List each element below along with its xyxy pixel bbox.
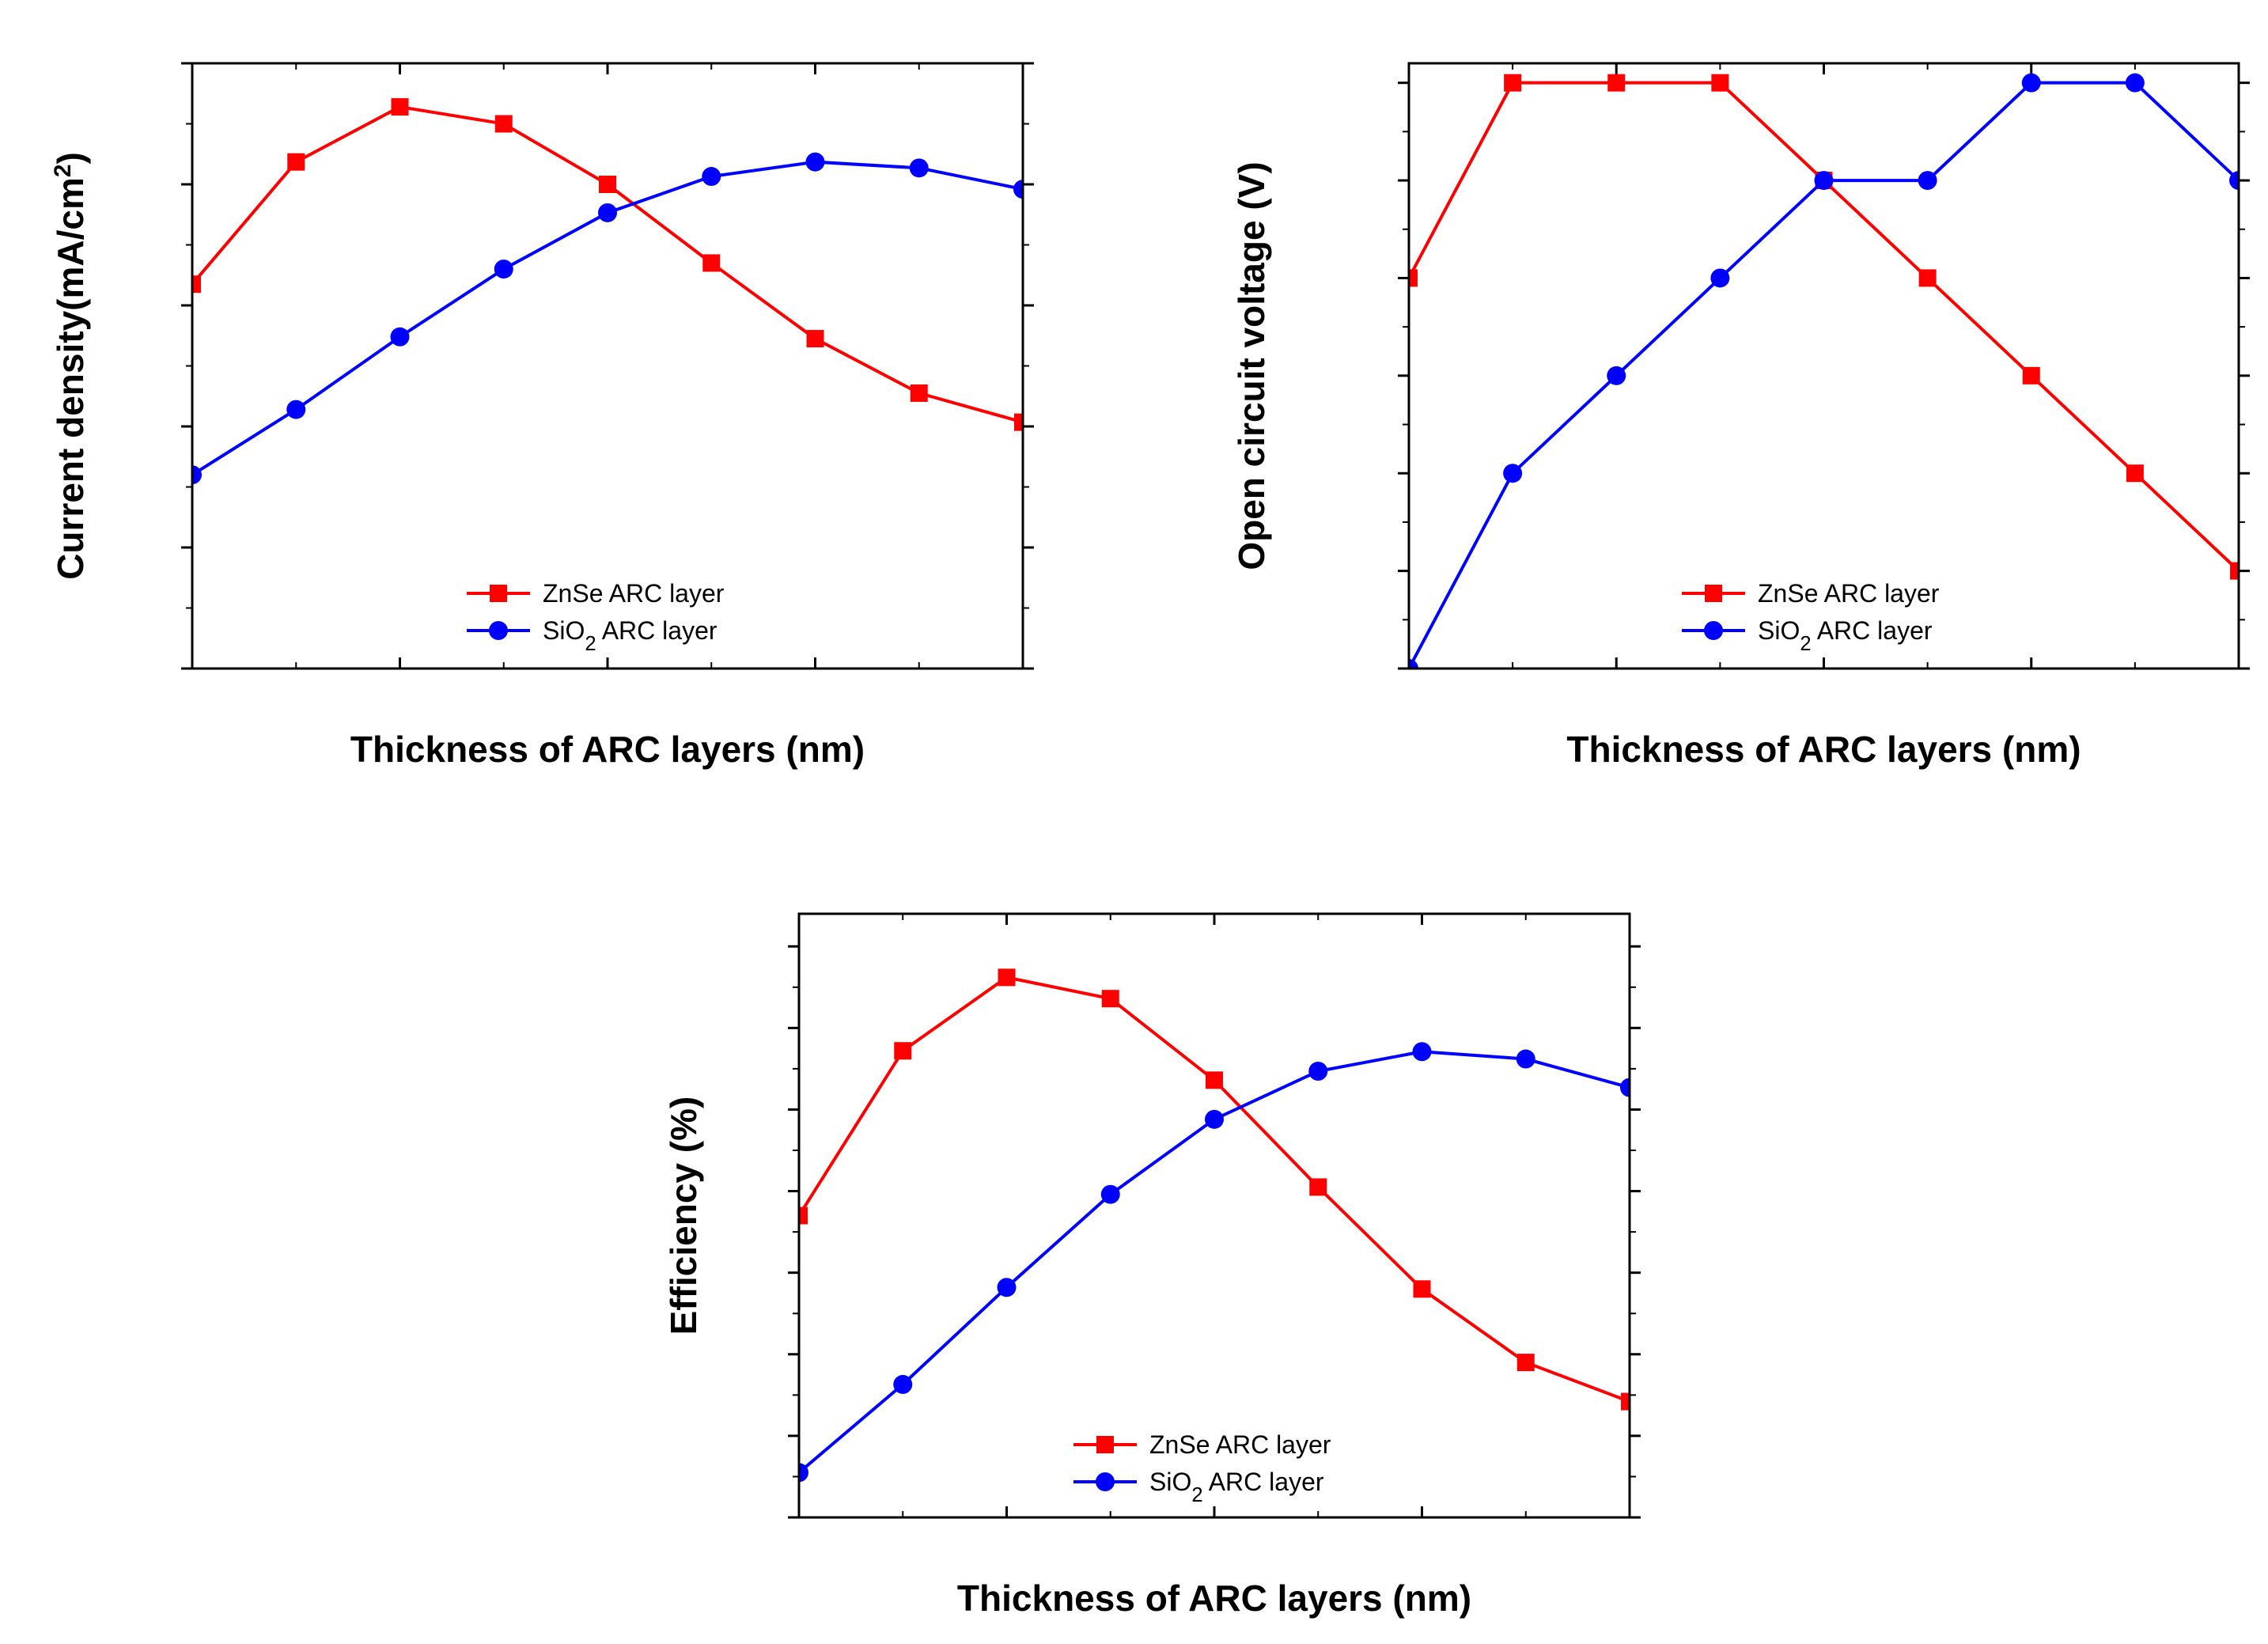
data-point-znse	[2022, 366, 2040, 384]
data-point-znse	[2126, 464, 2144, 483]
legend-marker-circle	[1704, 621, 1723, 640]
plot-frame	[1407, 62, 2240, 670]
y-axis-title: Open circuit voltage (V)	[1231, 161, 1272, 570]
data-point-sio2	[1620, 1078, 1630, 1097]
x-axis-title: Thickness of ARC layers (nm)	[1566, 729, 2081, 770]
data-point-sio2	[1918, 171, 1937, 191]
data-point-znse	[1101, 990, 1119, 1008]
legend-marker-square	[1705, 585, 1722, 602]
data-point-znse	[1206, 1071, 1223, 1089]
data-point-sio2	[799, 1463, 808, 1483]
data-point-znse	[1516, 1354, 1535, 1372]
y-axis-title: Current density(mA/cm2)	[50, 152, 92, 580]
legend-label: ZnSe ARC layer	[1758, 579, 1940, 608]
legend-label: ZnSe ARC layer	[1149, 1430, 1331, 1459]
data-point-sio2	[1205, 1109, 1224, 1129]
data-point-sio2	[494, 259, 513, 279]
data-point-znse	[1711, 74, 1729, 92]
data-point-znse	[1918, 269, 1937, 287]
x-axis-title: Thickness of ARC layers (nm)	[350, 729, 865, 770]
plot-frame	[797, 912, 1631, 1519]
legend-marker-square	[1096, 1436, 1114, 1453]
legend-marker-square	[490, 585, 507, 602]
data-point-sio2	[1412, 1042, 1432, 1062]
data-point-znse	[799, 1206, 808, 1225]
data-point-znse	[806, 330, 824, 348]
data-point-sio2	[1814, 171, 1834, 191]
data-point-znse	[192, 275, 201, 294]
data-point-znse	[998, 968, 1016, 987]
data-point-znse	[1413, 1280, 1431, 1298]
data-point-sio2	[805, 152, 825, 172]
legend-label: SiO2​ ARC layer	[1758, 616, 1933, 655]
data-point-znse	[702, 254, 721, 272]
data-point-znse	[287, 153, 305, 171]
data-point-sio2	[2021, 73, 2041, 93]
plot-area	[192, 98, 1023, 485]
data-point-sio2	[1013, 180, 1023, 199]
data-point-znse	[391, 98, 409, 116]
data-point-znse	[894, 1042, 912, 1060]
y-axis-title: Efficiency (%)	[663, 1097, 704, 1335]
plot-area	[1409, 73, 2239, 669]
data-point-sio2	[1516, 1049, 1535, 1069]
legend-label: SiO2​ ARC layer	[543, 616, 718, 655]
plot-frame	[191, 62, 1024, 670]
data-point-sio2	[1308, 1061, 1328, 1081]
legend-marker-circle	[489, 621, 508, 640]
data-point-znse	[910, 384, 928, 402]
series-line-znse	[192, 104, 1023, 424]
data-point-sio2	[702, 167, 721, 187]
data-point-znse	[1409, 269, 1418, 287]
data-point-znse	[1504, 74, 1522, 92]
data-point-sio2	[598, 203, 617, 222]
chart-panel-c: Thickness of ARC layers (nm) Efficiency (…	[663, 912, 1641, 1619]
x-axis-title: Thickness of ARC layers (nm)	[957, 1578, 1471, 1619]
data-point-sio2	[1503, 464, 1523, 483]
data-point-sio2	[1710, 268, 1730, 288]
chart-panel-b: Thickness of ARC layers (nm) Open circuit…	[1231, 62, 2250, 770]
chart-panel-a: Thickness of ARC layers (nm) Current dens…	[50, 62, 1034, 770]
plot-area	[799, 968, 1630, 1483]
legend-label: SiO2​ ARC layer	[1149, 1468, 1324, 1506]
data-point-znse	[1621, 1392, 1630, 1411]
data-point-znse	[1607, 74, 1626, 92]
data-point-znse	[1309, 1178, 1327, 1196]
data-point-znse	[1014, 413, 1023, 431]
data-point-sio2	[1100, 1184, 1120, 1204]
legend-label: ZnSe ARC layer	[543, 579, 725, 608]
data-point-sio2	[286, 400, 306, 419]
data-point-sio2	[893, 1374, 913, 1394]
data-point-znse	[2230, 562, 2239, 580]
data-point-sio2	[1409, 659, 1418, 669]
data-point-sio2	[2125, 73, 2145, 93]
series-line-znse	[1409, 81, 2239, 573]
legend-marker-circle	[1096, 1472, 1115, 1491]
data-point-znse	[494, 115, 513, 133]
data-point-sio2	[2229, 171, 2239, 191]
data-point-sio2	[997, 1278, 1017, 1297]
data-point-sio2	[192, 465, 202, 485]
data-point-sio2	[909, 158, 929, 178]
data-point-sio2	[1607, 366, 1626, 385]
data-point-znse	[599, 176, 616, 193]
data-point-sio2	[390, 327, 410, 347]
series-line-znse	[799, 975, 1630, 1403]
